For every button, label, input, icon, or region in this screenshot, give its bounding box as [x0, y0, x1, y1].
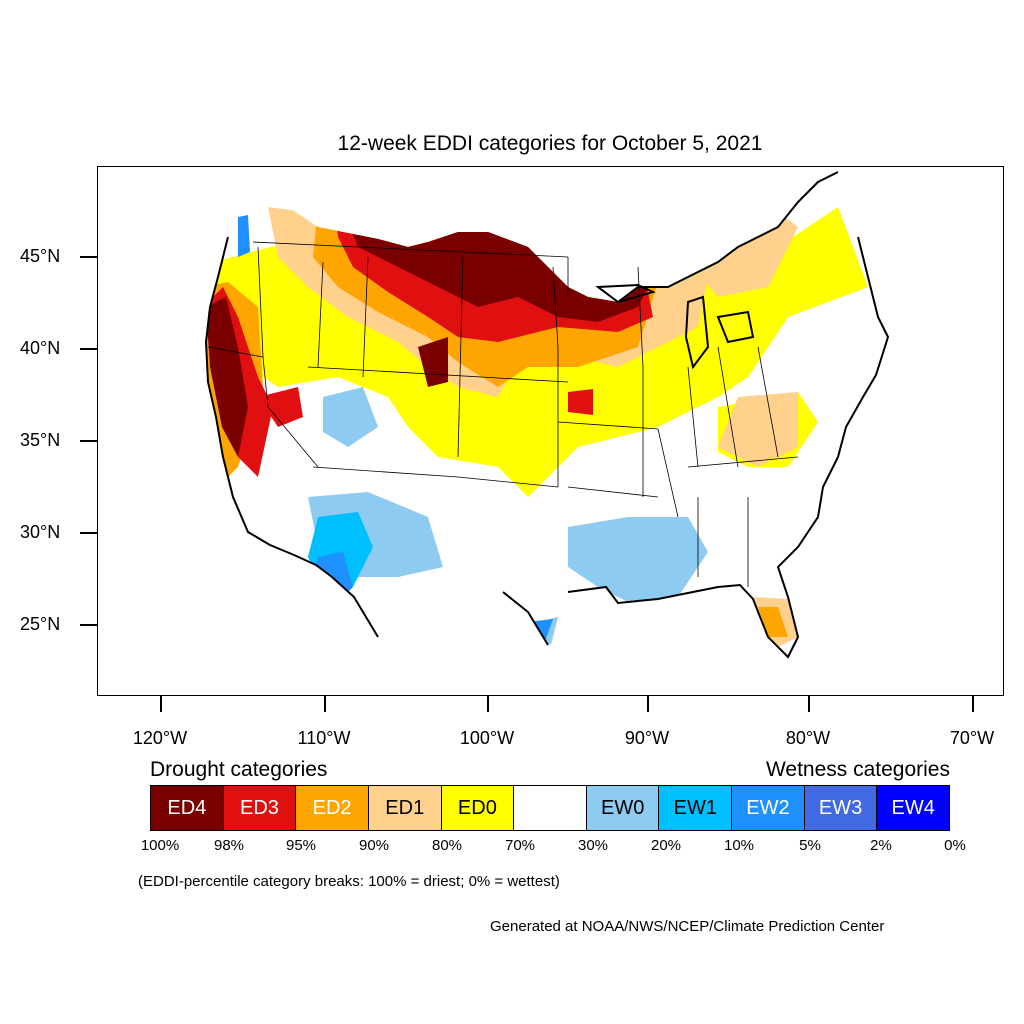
legend-box-ew3: EW3	[804, 786, 878, 830]
lon-tick	[160, 696, 162, 712]
eddi-map	[97, 166, 1004, 696]
lat-label: 45°N	[20, 246, 61, 266]
legend-box-ew2: EW2	[732, 786, 805, 830]
lat-label: 25°N	[20, 614, 61, 634]
legend-box-ed2: ED2	[296, 786, 369, 830]
legend-break: 70%	[504, 837, 536, 854]
lon-label: 120°W	[132, 728, 188, 748]
lon-tick	[324, 696, 326, 712]
lon-label: 70°W	[949, 728, 995, 748]
coastlines	[204, 171, 890, 659]
lon-tick	[808, 696, 810, 712]
legend-box-ed3: ED3	[223, 786, 297, 830]
drought-heading: Drought categories	[150, 758, 328, 781]
legend-box-ew0: EW0	[586, 786, 660, 830]
legend-break: 95%	[285, 837, 317, 854]
map-title: 12-week EDDI categories for October 5, 2…	[337, 132, 763, 155]
lon-label: 110°W	[297, 728, 351, 748]
lat-label: 30°N	[20, 522, 61, 542]
lon-tick	[972, 696, 974, 712]
lon-tick	[647, 696, 649, 712]
legend-break: 20%	[650, 837, 682, 854]
lat-tick	[80, 532, 97, 534]
lat-tick	[80, 256, 97, 258]
legend-break: 90%	[358, 837, 390, 854]
legend-box-ew4: EW4	[877, 786, 950, 830]
category-legend: ED4 ED3 ED2 ED1 ED0 EW0 EW1 EW2 EW3 EW4	[150, 785, 950, 831]
legend-break: 100%	[140, 837, 180, 854]
lon-label: 80°W	[785, 728, 831, 748]
legend-box-ed0: ED0	[441, 786, 515, 830]
map-canvas	[204, 171, 890, 659]
category-fields	[206, 172, 888, 657]
state-borders	[207, 241, 799, 587]
wetness-heading: Wetness categories	[765, 758, 950, 781]
lat-label: 35°N	[20, 430, 61, 450]
legend-box-ew1: EW1	[659, 786, 733, 830]
legend-break: 10%	[723, 837, 755, 854]
legend-break: 80%	[431, 837, 463, 854]
lat-tick	[80, 624, 97, 626]
legend-break: 2%	[870, 837, 892, 854]
legend-box-ed4: ED4	[151, 786, 224, 830]
legend-break: 5%	[799, 837, 821, 854]
credit-line: Generated at NOAA/NWS/NCEP/Climate Predi…	[490, 918, 885, 935]
lon-label: 90°W	[624, 728, 670, 748]
lat-tick	[80, 440, 97, 442]
legend-box-neutral	[514, 786, 587, 830]
legend-box-ed1: ED1	[368, 786, 442, 830]
lat-label: 40°N	[20, 338, 61, 358]
category-note: (EDDI-percentile category breaks: 100% =…	[138, 873, 560, 890]
legend-break: 98%	[213, 837, 245, 854]
lon-label: 100°W	[459, 728, 515, 748]
lat-tick	[80, 348, 97, 350]
legend-break: 30%	[577, 837, 609, 854]
legend-break: 0%	[944, 837, 966, 854]
lon-tick	[487, 696, 489, 712]
